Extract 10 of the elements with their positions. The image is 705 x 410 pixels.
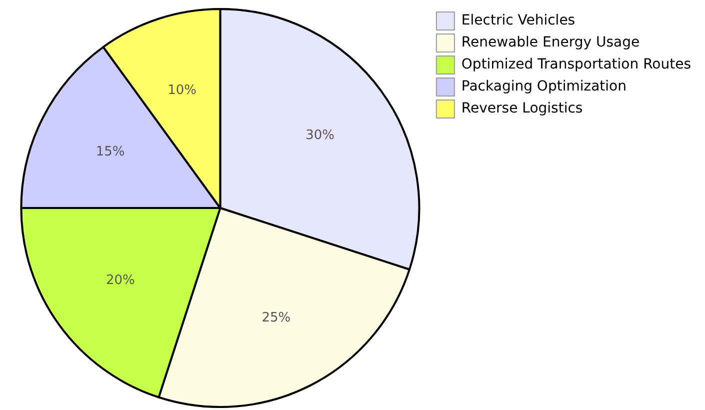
data-label: 30% — [306, 128, 334, 143]
data-label: 15% — [96, 144, 125, 160]
legend-label: Renewable Energy Usage — [461, 34, 640, 51]
legend-label: Reverse Logistics — [461, 100, 583, 117]
legend-label: Electric Vehicles — [461, 12, 576, 29]
data-label: 10% — [168, 83, 197, 98]
legend-label: Packaging Optimization — [461, 78, 626, 95]
data-label: 25% — [262, 310, 291, 326]
data-label: 20% — [106, 272, 135, 288]
legend-label: Optimized Transportation Routes — [461, 56, 692, 73]
